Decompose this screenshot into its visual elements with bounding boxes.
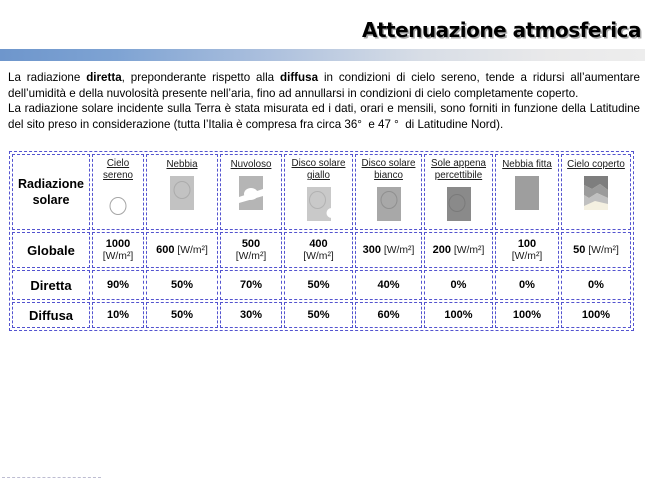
row-label-globale: Globale xyxy=(12,232,90,269)
condition-label: Disco solare bianco xyxy=(361,158,416,182)
sun-clear-icon xyxy=(101,183,135,229)
cloudy-icon xyxy=(234,172,268,218)
diretta-value-1: 90% xyxy=(92,270,144,301)
yellow-sun-disc-icon xyxy=(302,183,336,229)
diretta-value-7: 0% xyxy=(495,270,559,301)
diffusa-value-4: 50% xyxy=(284,302,353,329)
condition-label: Sole appena percettibile xyxy=(430,158,487,182)
condition-label: Nebbia fitta xyxy=(502,158,552,170)
globale-value-6: 200 [W/m²] xyxy=(424,232,493,269)
paragraph-1: La radiazione diretta, preponderante ris… xyxy=(8,71,640,100)
slide-title: Attenuazione atmosferica xyxy=(361,18,642,42)
condition-header-3: Nuvoloso xyxy=(220,154,282,231)
row-label-diretta: Diretta xyxy=(12,270,90,301)
body-text: La radiazione diretta, preponderante ris… xyxy=(8,70,640,132)
condition-header-6: Sole appena percettibile xyxy=(424,154,493,231)
globale-value-1: 1000 [W/m²] xyxy=(92,232,144,269)
diretta-value-5: 40% xyxy=(355,270,422,301)
globale-value-8: 50 [W/m²] xyxy=(561,232,631,269)
table-row-diffusa: Diffusa 10% 50% 30% 50% 60% 100% 100% 100% xyxy=(12,302,631,329)
condition-label: Cielo coperto xyxy=(567,158,625,170)
condition-header-7: Nebbia fitta xyxy=(495,154,559,231)
faint-sun-icon xyxy=(442,183,476,229)
diffusa-value-3: 30% xyxy=(220,302,282,329)
footer-dashed-line xyxy=(2,477,101,478)
condition-label: Nuvoloso xyxy=(230,158,272,170)
diretta-value-6: 0% xyxy=(424,270,493,301)
globale-value-2: 600 [W/m²] xyxy=(146,232,218,269)
diffusa-value-8: 100% xyxy=(561,302,631,329)
condition-label: Nebbia xyxy=(166,158,198,170)
overcast-sky-icon xyxy=(579,172,613,218)
condition-header-1: Cielo sereno xyxy=(92,154,144,231)
condition-header-4: Disco solare giallo xyxy=(284,154,353,231)
globale-value-7: 100 [W/m²] xyxy=(495,232,559,269)
condition-header-2: Nebbia xyxy=(146,154,218,231)
condition-header-8: Cielo coperto xyxy=(561,154,631,231)
condition-header-5: Disco solare bianco xyxy=(355,154,422,231)
accent-gradient-bar xyxy=(0,49,645,61)
row-label-diffusa: Diffusa xyxy=(12,302,90,329)
dense-fog-icon xyxy=(510,172,544,218)
diretta-value-8: 0% xyxy=(561,270,631,301)
diffusa-value-5: 60% xyxy=(355,302,422,329)
fog-icon xyxy=(165,172,199,218)
diretta-value-4: 50% xyxy=(284,270,353,301)
diffusa-value-2: 50% xyxy=(146,302,218,329)
globale-value-5: 300 [W/m²] xyxy=(355,232,422,269)
table-row-globale: Globale 1000 [W/m²] 600 [W/m²] 500 [W/m²] 4… xyxy=(12,232,631,269)
globale-value-4: 400 [W/m²] xyxy=(284,232,353,269)
diffusa-value-7: 100% xyxy=(495,302,559,329)
diretta-value-3: 70% xyxy=(220,270,282,301)
radiation-table: Radiazione solare Cielo sereno Nebbia Nuvo… xyxy=(9,151,634,332)
diffusa-value-1: 10% xyxy=(92,302,144,329)
white-sun-disc-icon xyxy=(372,183,406,229)
diffusa-value-6: 100% xyxy=(424,302,493,329)
globale-value-3: 500 [W/m²] xyxy=(220,232,282,269)
paragraph-2: La radiazione solare incidente sulla Ter… xyxy=(8,102,640,131)
condition-label: Cielo sereno xyxy=(103,158,133,182)
corner-cell: Radiazione solare xyxy=(12,154,90,231)
table-row-diretta: Diretta 90% 50% 70% 50% 40% 0% 0% 0% xyxy=(12,270,631,301)
table-header-row: Radiazione solare Cielo sereno Nebbia Nuvo… xyxy=(12,154,631,231)
diretta-value-2: 50% xyxy=(146,270,218,301)
condition-label: Disco solare giallo xyxy=(291,158,346,182)
